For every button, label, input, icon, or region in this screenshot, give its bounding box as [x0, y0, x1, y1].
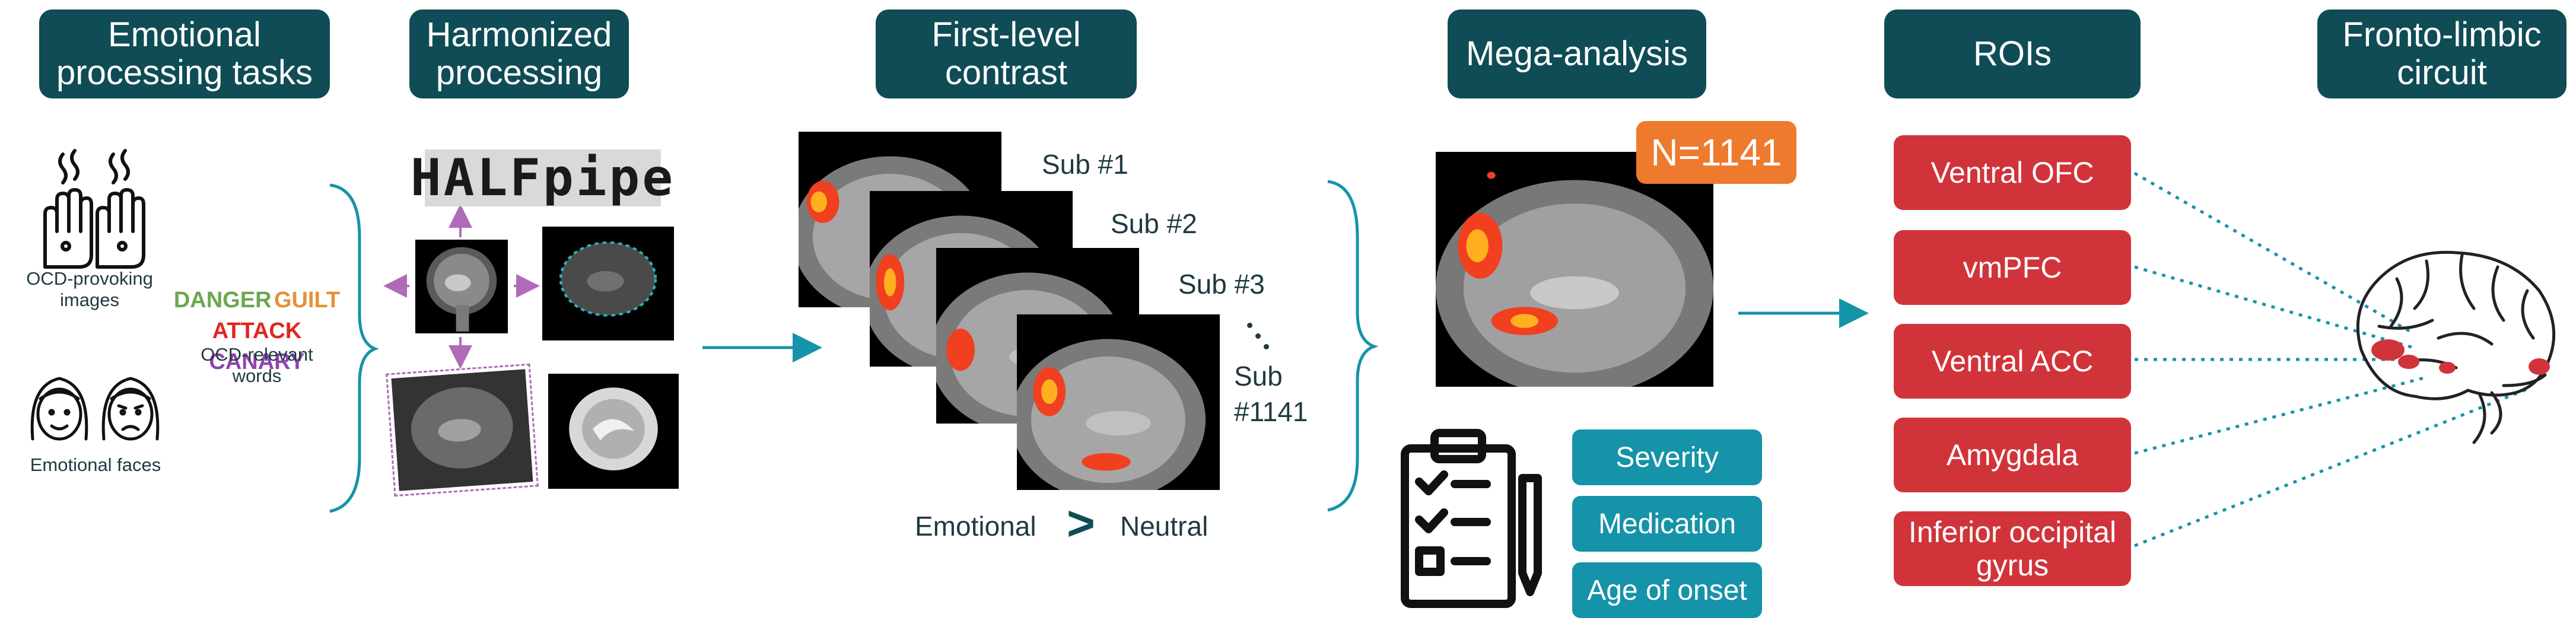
contrast-neutral: Neutral — [1120, 511, 1209, 542]
word-canary: CANARY — [209, 349, 305, 374]
mega-analysis-brain — [1436, 152, 1713, 387]
fronto-limbic-brain-icon — [2356, 250, 2556, 444]
subject-label-3: Sub #3 — [1178, 269, 1265, 300]
roi-line-amygdala — [2134, 375, 2427, 455]
brace-tasks — [329, 183, 379, 513]
roi-ventral-acc: Ventral ACC — [1894, 324, 2131, 399]
word-attack: ATTACK — [212, 319, 302, 343]
registered-brain-image — [386, 363, 539, 497]
roi-vmpfc: vmPFC — [1894, 230, 2131, 305]
roi-line-ventral-ofc — [2133, 171, 2415, 335]
ocd-hands-icon — [43, 149, 145, 269]
covariate-medication: Medication — [1572, 496, 1762, 552]
covariate-age-of-onset: Age of onset — [1572, 562, 1762, 618]
ocd-words-label: OCD-relevant words — [201, 344, 313, 386]
subject-label-4: Sub #1141 — [1234, 361, 1308, 427]
subject-label-1: Sub #1 — [1042, 149, 1128, 180]
ocd-images-label: OCD-provoking images — [26, 268, 153, 310]
roi-ventral-ofc: Ventral OFC — [1894, 135, 2131, 210]
roi-line-vmpfc — [2134, 265, 2414, 349]
ocd-words: DANGER GUILT ATTACK CANARY — [165, 287, 349, 380]
roi-amygdala: Amygdala — [1894, 418, 2131, 492]
contrast-operator: > — [1067, 496, 1095, 550]
clipboard-icon — [1401, 429, 1542, 608]
subject-label-2: Sub #2 — [1111, 208, 1197, 239]
subject-brain-4 — [1017, 314, 1220, 490]
skullstrip-brain-image — [542, 227, 674, 340]
covariate-severity: Severity — [1572, 429, 1762, 485]
emotional-faces-label: Emotional faces — [30, 454, 161, 475]
header-fronto-limbic-circuit: Fronto-limbic circuit — [2317, 9, 2567, 98]
word-guilt: GUILT — [273, 288, 341, 313]
sample-size-badge: N=1141 — [1636, 121, 1796, 184]
header-mega-analysis: Mega-analysis — [1448, 9, 1706, 98]
raw-brain-image — [415, 240, 508, 333]
template-brain-image — [548, 374, 679, 489]
header-rois: ROIs — [1884, 9, 2141, 98]
header-emotional-processing-tasks: Emotional processing tasks — [39, 9, 330, 98]
word-danger: DANGER — [173, 288, 272, 313]
roi-inferior-occipital-gyrus: Inferior occipital gyrus — [1894, 511, 2131, 586]
halfpipe-logo: HALFpipe — [410, 148, 676, 208]
ellipsis-dots — [1247, 323, 1271, 358]
emotional-faces-icon — [30, 377, 160, 441]
roi-line-inferior-occipital — [2134, 387, 2528, 548]
header-first-level-contrast: First-level contrast — [876, 9, 1137, 98]
brace-subjects — [1327, 180, 1379, 512]
header-harmonized-processing: Harmonized processing — [409, 9, 629, 98]
contrast-emotional: Emotional — [915, 511, 1036, 542]
